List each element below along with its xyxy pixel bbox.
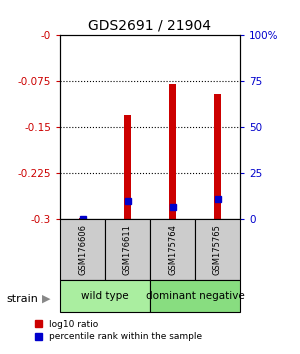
Bar: [169, 85, 176, 219]
Text: ▶: ▶: [42, 294, 50, 304]
Text: GSM176606: GSM176606: [78, 224, 87, 275]
FancyBboxPatch shape: [150, 280, 240, 312]
Bar: [124, 115, 131, 219]
FancyBboxPatch shape: [150, 219, 195, 280]
Bar: [214, 94, 221, 219]
Text: wild type: wild type: [81, 291, 129, 301]
FancyBboxPatch shape: [60, 280, 150, 312]
FancyBboxPatch shape: [60, 219, 105, 280]
FancyBboxPatch shape: [195, 219, 240, 280]
Legend: log10 ratio, percentile rank within the sample: log10 ratio, percentile rank within the …: [34, 320, 202, 341]
Text: GSM176611: GSM176611: [123, 224, 132, 275]
Title: GDS2691 / 21904: GDS2691 / 21904: [88, 19, 212, 33]
FancyBboxPatch shape: [105, 219, 150, 280]
Text: GSM175765: GSM175765: [213, 224, 222, 275]
Text: GSM175764: GSM175764: [168, 224, 177, 275]
Text: dominant negative: dominant negative: [146, 291, 244, 301]
Text: strain: strain: [6, 294, 38, 304]
Bar: [79, 218, 86, 219]
